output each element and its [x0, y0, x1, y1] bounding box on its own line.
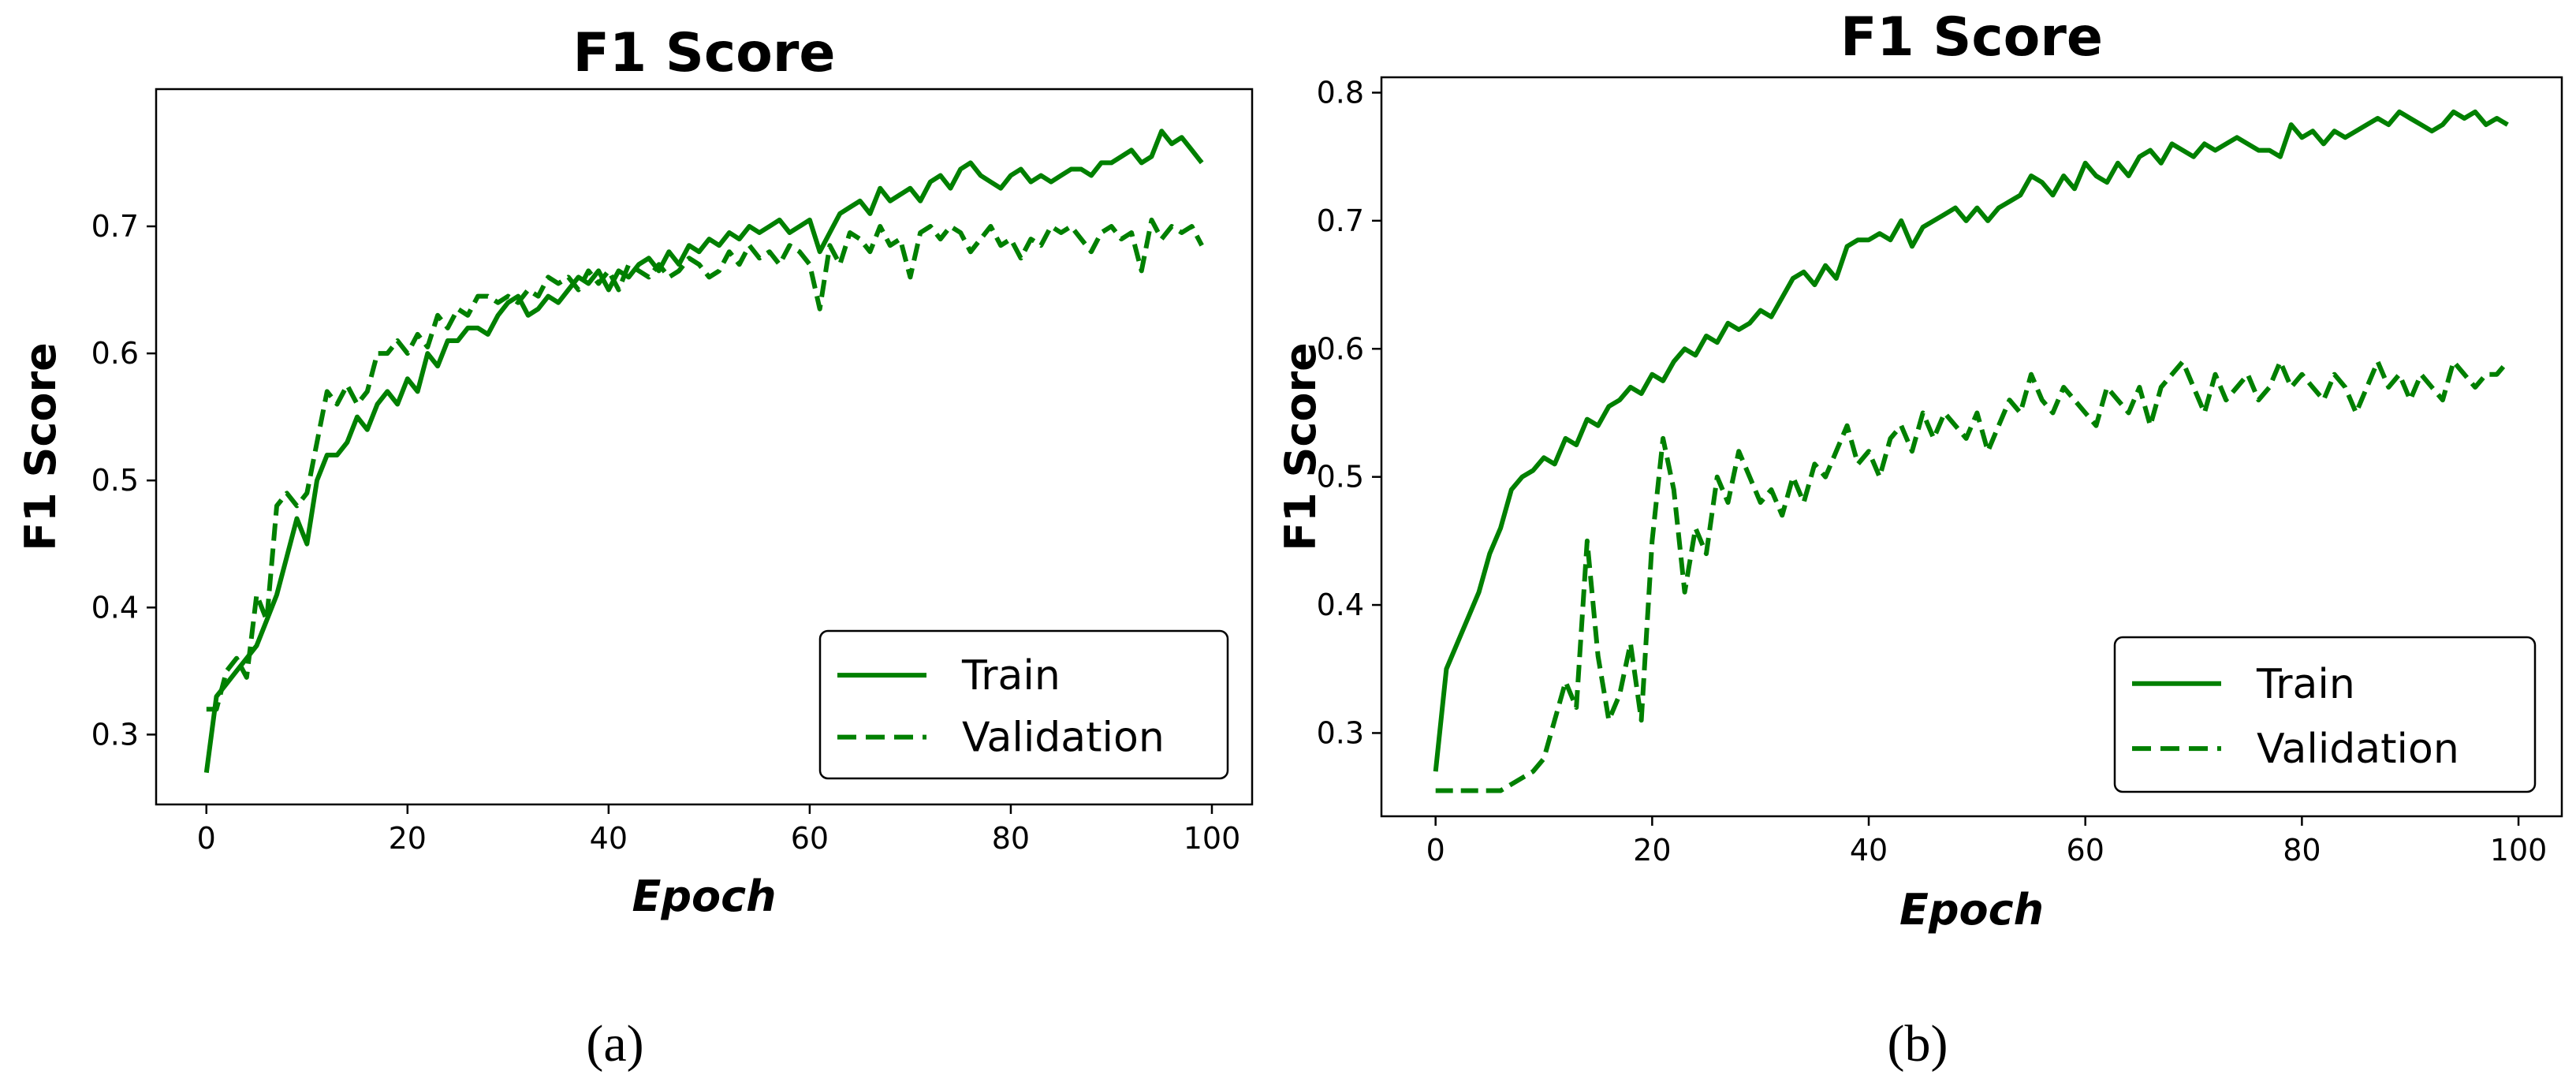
y-tick-label: 0.6: [91, 336, 139, 371]
legend: Train Validation: [2113, 636, 2537, 793]
x-tick-label: 0: [197, 821, 216, 856]
legend-box: [818, 629, 1229, 780]
chart-panel-b: F1 Score 0 20 40 60 80 100 0.3 0.4 0.5 0.6 0.7 0.8 Ep…: [1276, 6, 2563, 1073]
x-tick-label: 20: [389, 821, 427, 856]
x-tick-label: 40: [1850, 833, 1888, 868]
x-tick-label: 80: [2283, 833, 2321, 868]
y-tick-label: 0.3: [1317, 715, 1364, 750]
y-tick-label: 0.7: [1317, 203, 1364, 238]
chart-title: F1 Score: [1840, 6, 2103, 69]
y-tick-label: 0.7: [91, 209, 139, 244]
x-tick-label: 60: [791, 821, 829, 856]
x-axis-label: Epoch: [632, 871, 776, 921]
legend-label-validation: Validation: [2257, 726, 2459, 773]
plot-frame: [155, 88, 1254, 806]
legend: Train Validation: [818, 629, 1229, 780]
x-tick-label: 80: [992, 821, 1030, 856]
panel-caption: (a): [586, 1015, 643, 1073]
legend-label-validation: Validation: [962, 715, 1165, 762]
y-axis-label: F1 Score: [16, 342, 65, 551]
series-line-train: [203, 129, 1204, 774]
y-tick-label: 0.5: [1317, 460, 1364, 494]
x-axis-label: Epoch: [1899, 885, 2044, 935]
legend-label-train: Train: [961, 652, 1061, 700]
plot-frame: [1380, 76, 2563, 818]
chart-title: F1 Score: [572, 22, 835, 84]
y-tick-label: 0.4: [91, 590, 139, 625]
legend-label-train: Train: [2256, 661, 2355, 708]
series-line-validation: [206, 217, 1204, 712]
y-tick-label: 0.5: [91, 463, 139, 498]
series-line-train: [1433, 109, 2509, 772]
series-line-validation: [1435, 359, 2510, 793]
y-tick-label: 0.6: [1317, 331, 1364, 366]
chart-panel-a: F1 Score 0 20 40 60 80 100 0.3 0.4 0.5 0.6 0.7 Epoch…: [16, 22, 1254, 1073]
y-tick-label: 0.3: [91, 717, 139, 752]
y-axis-label: F1 Score: [1276, 342, 1325, 551]
x-tick-label: 0: [1426, 833, 1445, 868]
x-tick-label: 100: [2490, 833, 2548, 868]
legend-box: [2113, 636, 2537, 793]
y-tick-label: 0.4: [1317, 588, 1364, 622]
y-tick-label: 0.8: [1317, 75, 1364, 110]
x-tick-label: 60: [2067, 833, 2104, 868]
panel-caption: (b): [1888, 1015, 1948, 1073]
x-tick-label: 100: [1184, 821, 1241, 856]
x-tick-label: 20: [1633, 833, 1671, 868]
x-tick-label: 40: [590, 821, 628, 856]
